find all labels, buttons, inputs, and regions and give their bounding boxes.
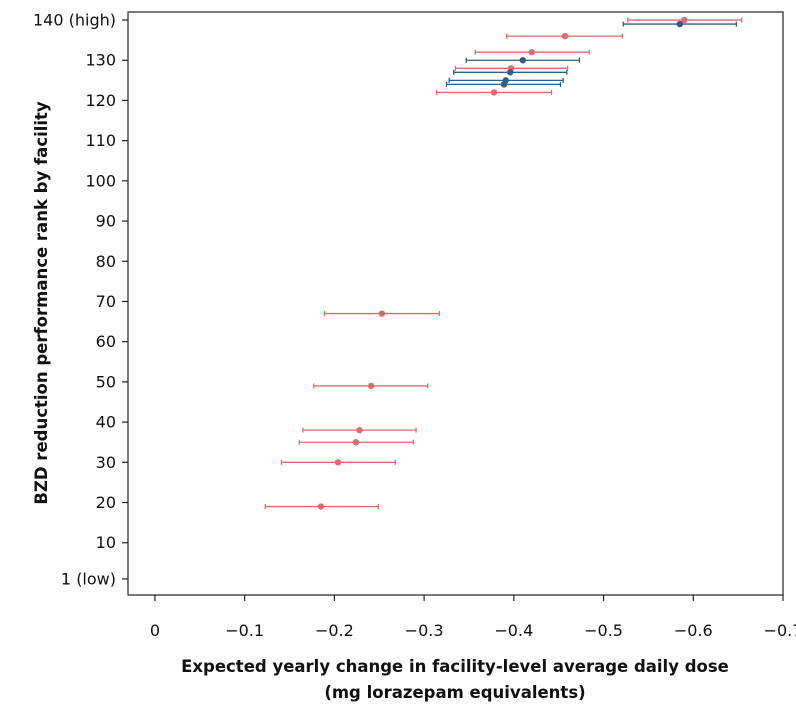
- point-estimate: [681, 16, 688, 24]
- point-estimate: [500, 81, 508, 88]
- x-tick-label: −0.5: [584, 621, 623, 640]
- point-estimate: [561, 32, 569, 40]
- x-tick-label: −0.2: [315, 621, 354, 640]
- y-tick-label: 70: [96, 292, 116, 311]
- y-tick-label: 120: [85, 91, 116, 110]
- point-estimate: [519, 57, 526, 64]
- x-tick-label: 0: [150, 621, 160, 640]
- x-tick-label: −0.7: [764, 621, 796, 640]
- x-axis: 0 −0.1 −0.2 −0.3 −0.4 −0.5 −0.6 −0.7: [150, 595, 796, 640]
- y-tick-label: 20: [96, 493, 116, 512]
- y-tick-label: 10: [96, 533, 116, 552]
- x-tick-label: −0.3: [405, 621, 444, 640]
- y-tick-label: 30: [96, 453, 116, 472]
- point-estimate: [676, 20, 684, 28]
- y-tick-label: 50: [96, 372, 116, 391]
- point-estimate: [378, 310, 386, 317]
- x-tick-label: −0.1: [225, 621, 264, 640]
- x-tick-label: −0.4: [494, 621, 533, 640]
- y-tick-label: 130: [85, 51, 116, 70]
- y-tick-label: 110: [85, 131, 116, 150]
- y-axis-title: BZD reduction performance rank by facili…: [32, 101, 51, 505]
- point-estimate: [334, 459, 342, 466]
- point-estimate: [317, 503, 325, 510]
- y-tick-label: 100: [85, 171, 116, 190]
- point-estimate: [507, 69, 514, 76]
- y-tick-label: 90: [96, 212, 116, 231]
- point-estimate: [490, 89, 498, 96]
- series-1: [264, 16, 743, 510]
- x-axis-title-line2: (mg lorazepam equivalents): [324, 683, 585, 702]
- point-estimate: [352, 439, 360, 446]
- y-axis: 1 (low) 10 20 30 40 50 60 70 80 90 100 110 120 130 140…: [33, 11, 128, 588]
- y-tick-label: 80: [96, 252, 116, 271]
- point-estimate: [356, 426, 363, 434]
- point-estimate: [367, 382, 375, 390]
- plot-frame: [127, 11, 784, 596]
- point-estimate: [528, 49, 535, 56]
- y-tick-label: 60: [96, 332, 116, 351]
- series-2: [445, 20, 737, 88]
- data-marks: [264, 16, 743, 510]
- y-tick-label: 40: [96, 413, 116, 432]
- y-tick-label: 1 (low): [61, 569, 116, 588]
- x-axis-title-line1: Expected yearly change in facility-level…: [181, 657, 729, 676]
- y-tick-label: 140 (high): [33, 11, 116, 30]
- x-tick-label: −0.6: [674, 621, 713, 640]
